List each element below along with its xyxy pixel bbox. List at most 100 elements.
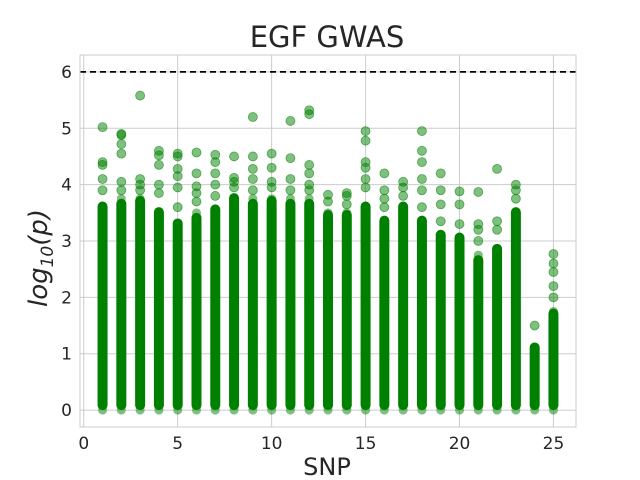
data-point [135, 278, 145, 288]
outlier-point [285, 153, 296, 164]
outlier-point [435, 185, 446, 196]
data-point [191, 349, 201, 359]
data-point [191, 222, 201, 232]
data-point [285, 391, 295, 401]
data-point [473, 321, 483, 331]
outlier-point [323, 189, 333, 200]
data-point [473, 250, 483, 260]
outlier-point [247, 112, 258, 122]
data-point [173, 349, 183, 359]
outlier-point [454, 186, 465, 197]
y-axis-label: log10(p) [24, 209, 58, 307]
data-point [210, 222, 220, 232]
outlier-point [398, 191, 409, 201]
outlier-point [417, 145, 427, 156]
data-point [191, 306, 201, 316]
data-point [492, 377, 502, 387]
outlier-point [304, 160, 315, 170]
data-point [379, 264, 389, 274]
data-point [304, 194, 314, 204]
data-point [548, 321, 558, 331]
data-point [323, 405, 333, 415]
outlier-point [304, 105, 315, 116]
data-point [379, 250, 389, 260]
outlier-point [417, 157, 427, 167]
data-point [511, 306, 521, 316]
data-point [304, 349, 314, 359]
data-point [361, 278, 371, 288]
y-tick-label: 5 [61, 119, 72, 139]
data-point [285, 363, 295, 373]
outlier-point [548, 258, 559, 269]
data-point [304, 405, 314, 415]
data-point [98, 236, 108, 246]
data-point [417, 236, 427, 246]
data-point [248, 292, 258, 302]
data-point [154, 208, 164, 218]
data-point [398, 321, 408, 331]
data-point [492, 335, 502, 345]
data-point [116, 391, 126, 401]
data-point [267, 363, 277, 373]
data-point [323, 236, 333, 246]
data-point [304, 321, 314, 331]
data-point [323, 391, 333, 401]
data-point [548, 306, 558, 316]
snp-column [548, 249, 559, 415]
outlier-point [191, 147, 202, 158]
data-point [285, 278, 295, 288]
data-point [492, 250, 502, 260]
data-point [548, 377, 558, 387]
data-point [511, 222, 521, 232]
data-point [229, 292, 239, 302]
outlier-point [548, 292, 559, 303]
data-point [492, 278, 502, 288]
data-point [511, 250, 521, 260]
data-point [285, 250, 295, 260]
data-point [98, 222, 108, 232]
data-point [361, 377, 371, 387]
outlier-point [379, 185, 390, 196]
data-point [135, 377, 145, 387]
data-point [455, 306, 465, 316]
data-point [116, 363, 126, 373]
outlier-point [247, 151, 258, 162]
data-point [248, 264, 258, 274]
data-point [398, 222, 408, 232]
data-point [267, 335, 277, 345]
snp-column [191, 147, 202, 415]
data-point [285, 349, 295, 359]
data-point [248, 349, 258, 359]
data-point [511, 236, 521, 246]
data-point [135, 349, 145, 359]
data-point [304, 264, 314, 274]
data-point [304, 292, 314, 302]
data-point [473, 349, 483, 359]
data-point [135, 306, 145, 316]
data-point [267, 321, 277, 331]
outlier-point [135, 174, 146, 184]
plot-frame [79, 54, 577, 428]
data-point [248, 278, 258, 288]
data-point [173, 405, 183, 415]
data-point [116, 306, 126, 316]
outlier-point [285, 174, 296, 184]
outlier-point [360, 182, 371, 193]
data-point [116, 292, 126, 302]
data-point [436, 377, 446, 387]
outlier-point [417, 202, 427, 213]
outlier-point [417, 185, 427, 196]
data-point [323, 335, 333, 345]
data-point [229, 222, 239, 232]
data-point [210, 292, 220, 302]
data-point [210, 391, 220, 401]
data-point [154, 405, 164, 415]
data-point [342, 278, 352, 288]
data-point [98, 391, 108, 401]
data-point [379, 278, 389, 288]
data-point [98, 363, 108, 373]
chart-title: EGF GWAS [250, 20, 405, 54]
data-point [304, 335, 314, 345]
data-point [285, 292, 295, 302]
